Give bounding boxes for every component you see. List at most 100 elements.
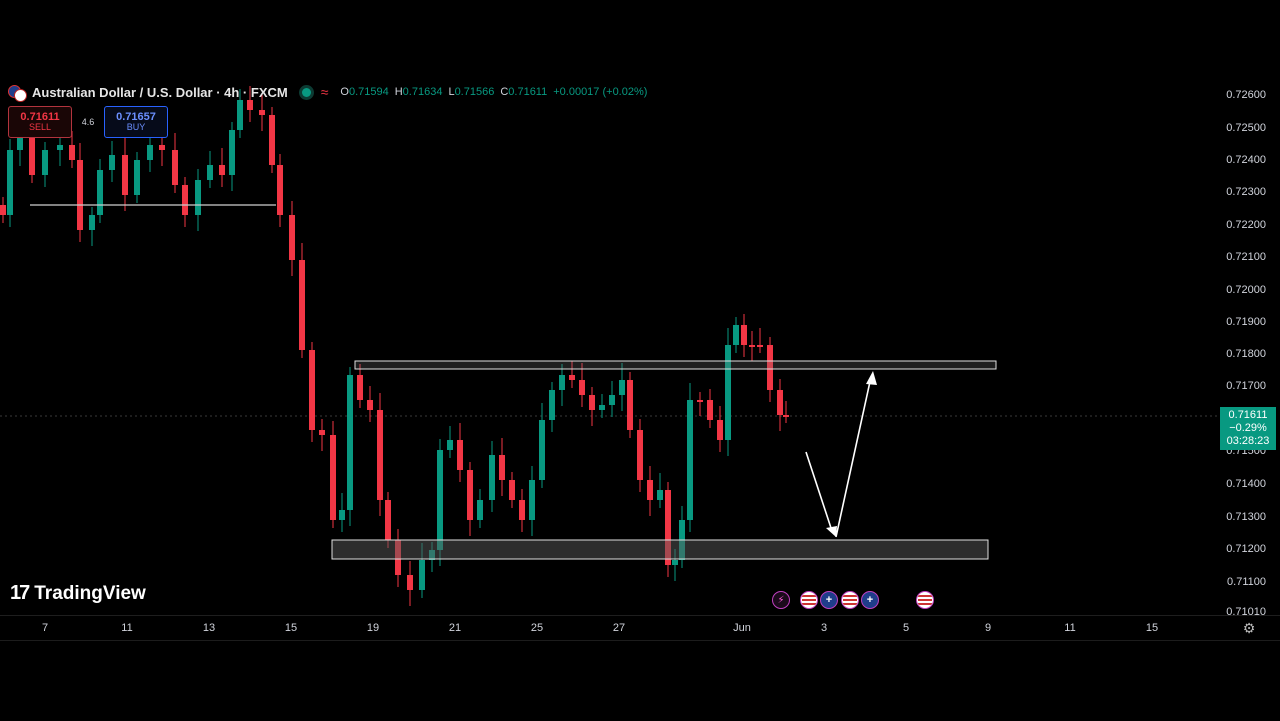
candle-body xyxy=(627,380,633,430)
candle-body xyxy=(697,400,703,402)
price-tick: 0.71100 xyxy=(1227,576,1266,588)
flash-icon[interactable]: ⚡ xyxy=(772,591,790,609)
chart-canvas[interactable] xyxy=(0,75,1220,615)
candle-body xyxy=(619,380,625,395)
trade-buttons: 0.71611 SELL 4.6 0.71657 BUY xyxy=(8,106,168,138)
tradingview-wordmark: TradingView xyxy=(34,582,146,604)
price-tick: 0.71300 xyxy=(1226,511,1266,523)
tradingview-logo-icon: 17 xyxy=(10,582,30,604)
time-tick: Jun xyxy=(733,622,751,634)
candle-body xyxy=(182,185,188,215)
price-axis[interactable]: 0.72600 0.72500 0.72400 0.72300 0.72200 0.721… xyxy=(1220,75,1280,618)
candle-body xyxy=(97,170,103,215)
resistance-zone[interactable] xyxy=(354,360,997,370)
candle-body xyxy=(57,145,63,150)
candle-body xyxy=(419,560,425,590)
candle-body xyxy=(589,395,595,410)
candle-body xyxy=(733,325,739,345)
price-tick: 0.72300 xyxy=(1226,186,1266,198)
candle-body xyxy=(647,480,653,500)
candle-body xyxy=(657,490,663,500)
price-tick: 0.72500 xyxy=(1226,122,1266,134)
candles-group xyxy=(0,86,789,606)
time-tick: 13 xyxy=(202,622,216,634)
time-tick: 25 xyxy=(530,622,544,634)
candle-body xyxy=(299,260,305,350)
candle-body xyxy=(319,430,325,435)
candle-body xyxy=(749,345,755,347)
candle-body xyxy=(757,345,763,347)
candle-body xyxy=(259,110,265,115)
candle-body xyxy=(147,145,153,160)
candle-body xyxy=(42,150,48,175)
current-price-label: 0.71611 −0.29% 03:28:23 xyxy=(1220,407,1276,450)
close-value: 0.71611 xyxy=(508,86,548,98)
candle-body xyxy=(0,205,6,215)
change-value: +0.00017 (+0.02%) xyxy=(553,86,648,98)
candle-body xyxy=(509,480,515,500)
bottom-panel xyxy=(0,640,1280,721)
candle-body xyxy=(377,410,383,500)
candle-body xyxy=(277,165,283,215)
candle-body xyxy=(529,480,535,520)
candle-body xyxy=(247,100,253,110)
sell-button[interactable]: 0.71611 SELL xyxy=(8,106,72,138)
time-tick: 21 xyxy=(448,622,462,634)
candle-body xyxy=(29,135,35,175)
data-wave-icon[interactable]: ≈ xyxy=(320,84,329,100)
time-axis[interactable]: 7 11 13 15 19 21 25 27 Jun 3 5 9 11 15 xyxy=(0,615,1280,641)
au-flag-icon[interactable] xyxy=(820,591,838,609)
spread-value: 4.6 xyxy=(81,117,95,127)
us-flag-icon[interactable] xyxy=(841,591,859,609)
candle-body xyxy=(347,375,353,510)
price-tick: 0.72000 xyxy=(1226,284,1266,296)
candle-body xyxy=(637,430,643,480)
candle-body xyxy=(489,455,495,500)
tradingview-logo[interactable]: 17 TradingView xyxy=(10,582,146,605)
candle-body xyxy=(269,115,275,165)
candlestick-chart[interactable] xyxy=(0,75,1220,615)
candle-body xyxy=(17,135,23,150)
candle-body xyxy=(519,500,525,520)
symbol-title[interactable]: Australian Dollar / U.S. Dollar · 4h · F… xyxy=(32,84,288,100)
price-tick: 0.71800 xyxy=(1226,348,1266,360)
candle-body xyxy=(741,325,747,345)
us-flag-icon[interactable] xyxy=(800,591,818,609)
settings-gear-icon[interactable]: ⚙ xyxy=(1242,620,1256,636)
candle-body xyxy=(134,160,140,195)
current-price: 0.71611 xyxy=(1228,409,1268,421)
support-zone[interactable] xyxy=(331,539,989,560)
current-change: −0.29% xyxy=(1229,422,1267,434)
price-tick: 0.71700 xyxy=(1226,380,1266,392)
candle-body xyxy=(707,400,713,420)
candle-body xyxy=(609,395,615,405)
price-tick: 0.72400 xyxy=(1226,154,1266,166)
time-tick: 3 xyxy=(820,622,828,634)
buy-button[interactable]: 0.71657 BUY xyxy=(104,106,168,138)
au-flag-icon[interactable] xyxy=(861,591,879,609)
candle-body xyxy=(559,375,565,390)
candle-body xyxy=(539,420,545,480)
candle-body xyxy=(777,390,783,415)
open-value: 0.71594 xyxy=(348,86,389,98)
candle-body xyxy=(229,130,235,175)
candle-body xyxy=(207,165,213,180)
candle-body xyxy=(447,440,453,450)
market-open-icon[interactable] xyxy=(301,87,311,97)
projection-arrow-down[interactable] xyxy=(805,451,837,537)
candle-body xyxy=(467,470,473,520)
aud-usd-flag-icon xyxy=(8,83,27,102)
price-tick: 0.72600 xyxy=(1226,89,1266,101)
candle-body xyxy=(289,215,295,260)
candle-body xyxy=(665,490,671,565)
price-tick: 0.72200 xyxy=(1226,219,1266,231)
time-tick: 11 xyxy=(1064,622,1076,634)
candle-body xyxy=(477,500,483,520)
time-tick: 15 xyxy=(284,622,298,634)
time-tick: 5 xyxy=(902,622,910,634)
time-tick: 27 xyxy=(612,622,626,634)
candle-body xyxy=(569,375,575,380)
time-tick: 19 xyxy=(366,622,380,634)
us-flag-icon[interactable] xyxy=(916,591,934,609)
projection-arrow-up[interactable] xyxy=(835,371,877,538)
